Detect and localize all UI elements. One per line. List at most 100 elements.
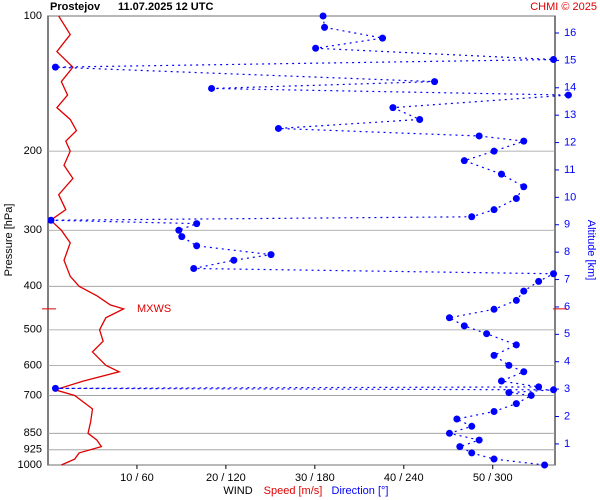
x-tick-label: 50 / 300 [473, 472, 513, 484]
y2-tick-label: 14 [564, 82, 576, 94]
y-axis-label: Pressure [hPa] [3, 204, 15, 277]
y2-tick-label: 1 [564, 438, 570, 450]
legend-entry: Direction [°] [332, 485, 389, 497]
x-tick-label: 30 / 180 [295, 472, 335, 484]
direction-point [475, 436, 483, 444]
chart-title: Prostejov [50, 1, 101, 13]
direction-point [512, 195, 520, 203]
direction-point [431, 78, 439, 86]
direction-point [550, 270, 558, 278]
direction-point [460, 157, 468, 165]
direction-point [468, 449, 476, 457]
direction-point [535, 383, 543, 391]
direction-point [490, 351, 498, 359]
direction-point [550, 56, 558, 64]
direction-point [490, 455, 498, 463]
direction-point [445, 429, 453, 437]
direction-point [483, 330, 491, 338]
x-tick-label: 10 / 60 [120, 472, 154, 484]
annotation: MXWS [137, 303, 171, 315]
y2-tick-label: 6 [564, 301, 570, 313]
y2-tick-label: 16 [564, 27, 576, 39]
direction-point [520, 137, 528, 145]
direction-point [51, 63, 59, 71]
y2-tick-label: 5 [564, 328, 570, 340]
speed-line [49, 15, 126, 466]
direction-point [564, 91, 572, 99]
direction-point [490, 206, 498, 214]
direction-point [416, 115, 424, 123]
y2-tick-label: 4 [564, 356, 570, 368]
direction-point [175, 226, 183, 234]
direction-point [512, 341, 520, 349]
direction-point [490, 147, 498, 155]
direction-point [505, 389, 513, 397]
y-tick-label: 850 [24, 427, 42, 439]
y-tick-label: 700 [24, 389, 42, 401]
y2-tick-label: 8 [564, 246, 570, 258]
direction-point [379, 34, 387, 42]
direction-point [505, 361, 513, 369]
x-tick-label: 40 / 240 [384, 472, 424, 484]
y-tick-label: 100 [24, 10, 42, 22]
y2-tick-label: 13 [564, 109, 576, 121]
direction-point [321, 23, 329, 31]
y2-tick-label: 9 [564, 219, 570, 231]
direction-point [541, 461, 549, 469]
direction-point [178, 233, 186, 241]
direction-point [512, 400, 520, 408]
y-tick-label: 200 [24, 145, 42, 157]
credit: CHMI © 2025 [530, 1, 597, 13]
y-tick-label: 600 [24, 359, 42, 371]
x-axis-label: WIND [223, 485, 252, 497]
direction-point [193, 242, 201, 250]
direction-point [193, 220, 201, 228]
y-tick-label: 300 [24, 224, 42, 236]
y2-axis-label: Altitude [km] [585, 220, 597, 281]
y-tick-label: 1000 [18, 459, 42, 471]
direction-point [527, 391, 535, 399]
direction-point [51, 384, 59, 392]
direction-point [445, 314, 453, 322]
direction-point [490, 305, 498, 313]
direction-point [208, 84, 216, 92]
direction-point [453, 415, 461, 423]
direction-point [319, 12, 327, 20]
direction-point [460, 322, 468, 330]
direction-point [190, 264, 198, 272]
direction-point [520, 183, 528, 191]
direction-point [520, 287, 528, 295]
y-tick-label: 925 [24, 444, 42, 456]
direction-point [456, 443, 464, 451]
y2-tick-label: 11 [564, 164, 575, 176]
direction-point [267, 251, 275, 259]
direction-point [512, 296, 520, 304]
direction-point [47, 216, 55, 224]
direction-point [497, 170, 505, 178]
direction-point [535, 277, 543, 285]
y-tick-label: 400 [24, 280, 42, 292]
direction-point [312, 44, 320, 52]
y-tick-label: 500 [24, 324, 42, 336]
direction-point [274, 124, 282, 132]
y2-tick-label: 10 [564, 191, 576, 203]
x-tick-label: 20 / 120 [206, 472, 246, 484]
direction-point [520, 368, 528, 376]
y2-tick-label: 7 [564, 273, 570, 285]
y2-tick-label: 15 [564, 54, 576, 66]
y2-tick-label: 2 [564, 410, 570, 422]
direction-point [468, 213, 476, 221]
direction-point [468, 422, 476, 430]
direction-point [230, 256, 238, 264]
direction-point [475, 132, 483, 140]
direction-point [497, 377, 505, 385]
y2-tick-label: 3 [564, 383, 570, 395]
chart-subtitle: 11.07.2025 12 UTC [118, 1, 213, 13]
direction-point [389, 104, 397, 112]
plot-frame [47, 15, 556, 466]
direction-point [490, 407, 498, 415]
direction-point [550, 386, 558, 394]
y2-tick-label: 12 [564, 136, 576, 148]
legend-entry: Speed [m/s] [264, 485, 323, 497]
